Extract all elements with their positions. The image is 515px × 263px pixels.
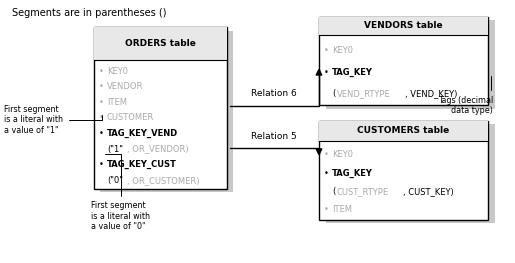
Text: •: • — [324, 169, 329, 178]
Text: CUST_RTYPE: CUST_RTYPE — [336, 187, 389, 196]
Text: TAG_KEY_VEND: TAG_KEY_VEND — [107, 129, 178, 138]
Text: •: • — [324, 68, 329, 77]
Text: ITEM: ITEM — [332, 205, 352, 214]
Text: First segment
is a literal with
a value of "0": First segment is a literal with a value … — [91, 154, 150, 231]
FancyBboxPatch shape — [325, 124, 495, 223]
Text: Relation 6: Relation 6 — [251, 89, 297, 98]
Text: TAG_KEY: TAG_KEY — [332, 68, 373, 77]
Text: •: • — [99, 160, 104, 169]
Text: •: • — [99, 114, 104, 123]
Text: •: • — [99, 98, 104, 107]
FancyBboxPatch shape — [94, 27, 227, 189]
Text: •: • — [99, 129, 104, 138]
Text: KEY0: KEY0 — [107, 67, 128, 76]
Text: Segments are in parentheses (): Segments are in parentheses () — [12, 8, 166, 18]
Text: ("0": ("0" — [107, 176, 123, 185]
Text: KEY0: KEY0 — [332, 46, 353, 55]
Text: VENDOR: VENDOR — [107, 82, 143, 91]
Text: •: • — [99, 82, 104, 91]
FancyBboxPatch shape — [319, 121, 488, 141]
Text: Tags (decimal
data type): Tags (decimal data type) — [438, 76, 493, 115]
Text: (: ( — [332, 89, 336, 98]
Text: , OR_CUSTOMER): , OR_CUSTOMER) — [127, 176, 200, 185]
FancyBboxPatch shape — [319, 17, 488, 105]
Text: , VEND_KEY): , VEND_KEY) — [405, 89, 458, 98]
FancyBboxPatch shape — [325, 21, 495, 109]
Text: CUSTOMER: CUSTOMER — [107, 114, 154, 123]
Text: ORDERS table: ORDERS table — [125, 39, 196, 48]
FancyBboxPatch shape — [319, 17, 488, 35]
Text: VENDORS table: VENDORS table — [364, 21, 443, 30]
FancyBboxPatch shape — [94, 27, 227, 60]
FancyBboxPatch shape — [100, 31, 233, 192]
Text: CUSTOMERS table: CUSTOMERS table — [357, 127, 450, 135]
FancyBboxPatch shape — [319, 121, 488, 220]
Text: Relation 5: Relation 5 — [251, 132, 297, 141]
Text: , OR_VENDOR): , OR_VENDOR) — [127, 145, 189, 154]
Text: TAG_KEY: TAG_KEY — [332, 169, 373, 178]
Text: ITEM: ITEM — [107, 98, 127, 107]
Text: •: • — [324, 205, 329, 214]
Text: KEY0: KEY0 — [332, 150, 353, 159]
Text: •: • — [99, 67, 104, 76]
Text: VEND_RTYPE: VEND_RTYPE — [336, 89, 390, 98]
Text: (: ( — [332, 187, 336, 196]
Text: , CUST_KEY): , CUST_KEY) — [403, 187, 454, 196]
Text: ("1": ("1" — [107, 145, 123, 154]
Text: First segment
is a literal with
a value of "1": First segment is a literal with a value … — [4, 105, 102, 135]
Text: •: • — [324, 46, 329, 55]
Text: •: • — [324, 150, 329, 159]
Text: TAG_KEY_CUST: TAG_KEY_CUST — [107, 160, 177, 169]
